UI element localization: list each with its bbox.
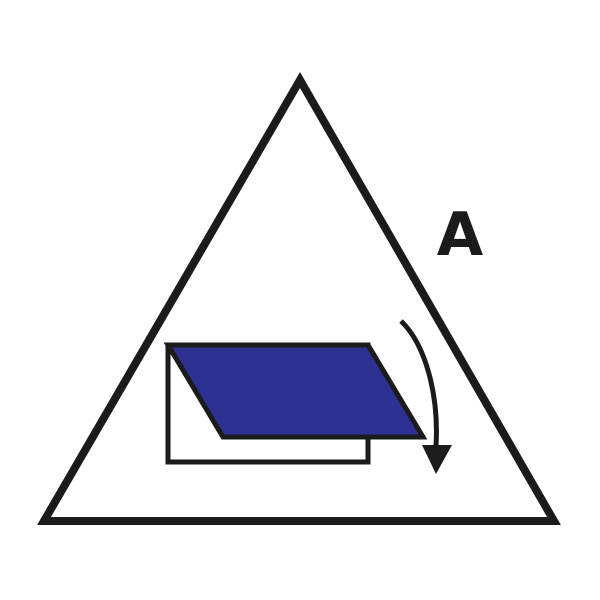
sign-letter: A <box>437 200 484 270</box>
arrowhead <box>422 445 452 474</box>
curved-arrow-down-icon <box>399 319 439 447</box>
open-window-sash-icon <box>163 342 428 440</box>
